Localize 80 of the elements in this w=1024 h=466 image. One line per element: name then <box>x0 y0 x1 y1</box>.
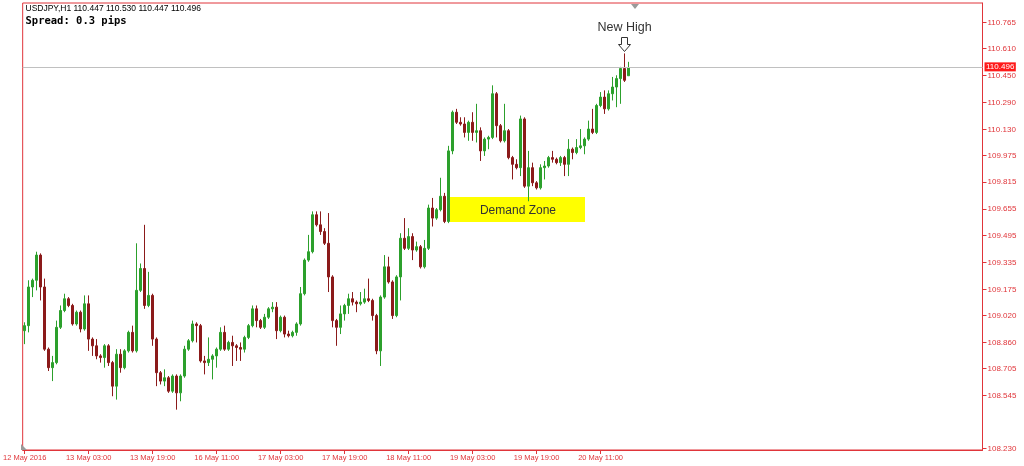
candlestick <box>227 340 230 352</box>
candlestick <box>239 341 242 362</box>
candlestick <box>95 338 98 360</box>
y-tick-label: 110.290 <box>987 97 1017 107</box>
candlestick <box>475 103 478 143</box>
candlestick <box>495 91 498 138</box>
y-tick-label: 109.815 <box>987 177 1017 187</box>
candlestick <box>443 192 446 224</box>
y-tick-label: 109.975 <box>987 150 1017 160</box>
candlestick <box>175 373 178 411</box>
annotation: Demand Zone <box>479 202 556 217</box>
candlestick <box>627 61 630 77</box>
candlestick <box>419 244 422 270</box>
y-tick-label: 108.230 <box>987 443 1017 453</box>
candlestick <box>231 335 234 367</box>
candlestick <box>119 348 122 374</box>
candlestick <box>415 241 418 253</box>
candlestick <box>523 116 526 189</box>
candlestick <box>79 310 82 333</box>
candlestick <box>503 103 506 143</box>
y-tick-label: 110.450 <box>987 70 1017 80</box>
y-tick-label: 110.765 <box>987 17 1017 27</box>
candlestick <box>559 155 562 167</box>
annotation: New High <box>597 20 652 35</box>
candlestick <box>255 304 258 328</box>
candlestick <box>539 163 542 191</box>
candlestick <box>283 315 286 338</box>
candlestick <box>527 150 530 202</box>
ref-line-label: 110.496 <box>986 62 1015 72</box>
candlestick <box>483 136 486 157</box>
y-tick-label: 109.335 <box>987 258 1017 268</box>
y-tick-label: 108.545 <box>987 390 1017 400</box>
candlestick <box>167 375 170 394</box>
candlestick <box>563 155 566 177</box>
y-tick-label: 108.705 <box>987 364 1017 373</box>
candlestick <box>571 147 574 160</box>
candlestick <box>455 108 458 125</box>
candlestick <box>471 111 474 142</box>
candlestick <box>407 227 410 251</box>
text: Spread: 0.3 pips <box>25 13 127 26</box>
y-tick-label: 110.130 <box>987 124 1017 134</box>
y-tick-label: 110.610 <box>987 43 1017 53</box>
candlestick <box>275 301 278 340</box>
candlestick <box>223 325 226 352</box>
y-tick-label: 108.860 <box>987 337 1017 347</box>
y-tick-label: 109.655 <box>987 204 1017 214</box>
candlestick <box>171 373 174 394</box>
candlestick <box>463 116 466 138</box>
candlestick <box>603 89 606 115</box>
candlestick <box>591 108 594 135</box>
candlestick <box>87 294 90 352</box>
candlestick <box>479 126 482 162</box>
candlestick <box>411 232 414 261</box>
candlestick <box>147 271 150 308</box>
candlestick <box>519 115 522 177</box>
candlestick <box>83 294 86 332</box>
chart-title: USDJPY,H1 110.447 110.530 110.447 110.496 <box>25 2 202 13</box>
candlestick <box>363 288 366 305</box>
candlestick <box>75 310 78 327</box>
candlestick <box>143 224 146 310</box>
candlestick <box>567 138 570 177</box>
candlestick <box>623 52 626 83</box>
candlestick <box>131 325 134 354</box>
candlestick <box>163 368 166 387</box>
y-tick-label: 109.175 <box>987 285 1017 295</box>
candlestick <box>103 343 106 369</box>
candlestick <box>359 291 362 306</box>
candlestick <box>431 197 434 227</box>
candlestick <box>551 150 554 164</box>
candlestick <box>467 120 470 142</box>
candlestick <box>403 217 406 251</box>
candlestick <box>135 242 138 354</box>
candlestick <box>531 162 534 187</box>
y-tick-label: 109.020 <box>987 311 1017 321</box>
candlestick <box>115 348 118 401</box>
y-tick-label: 109.495 <box>987 231 1017 241</box>
candlestick <box>279 315 282 333</box>
candlestick <box>579 128 582 150</box>
candlestick <box>619 66 622 105</box>
candlestick <box>339 304 342 335</box>
